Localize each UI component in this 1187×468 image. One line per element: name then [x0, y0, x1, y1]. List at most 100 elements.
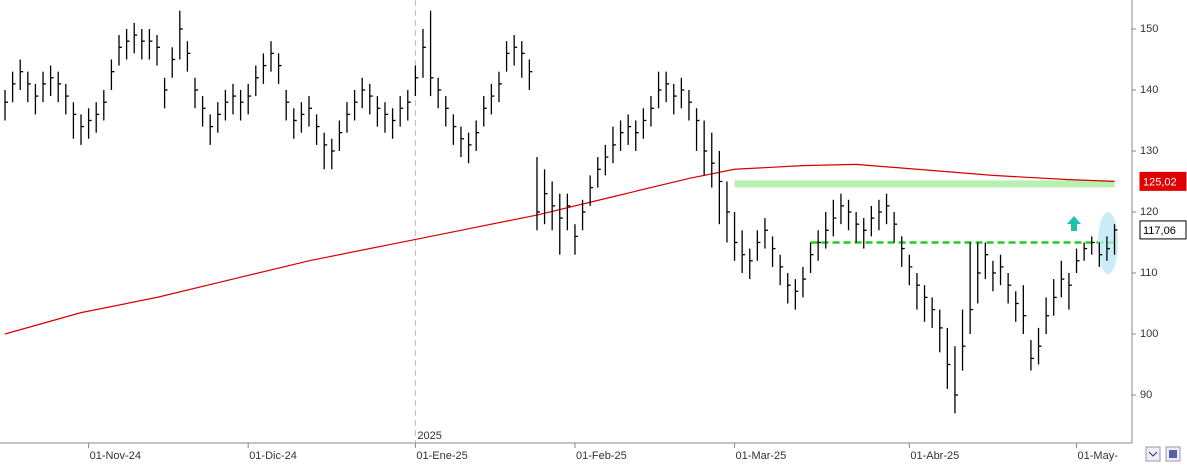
zoom-button[interactable]: [1145, 446, 1161, 462]
price-label-box: [1139, 171, 1187, 191]
ohlc-bar: [619, 120, 624, 151]
ohlc-bar: [179, 10, 183, 60]
ohlc-bar: [369, 83, 373, 115]
ohlc-bar: [939, 309, 943, 353]
ohlc-bar: [232, 83, 236, 115]
ohlc-bar: [315, 114, 320, 145]
ohlc-bar: [19, 59, 24, 90]
ohlc-bar: [756, 230, 761, 261]
ohlc-bar: [57, 71, 62, 103]
ohlc-bar: [118, 35, 123, 66]
ohlc-bar: [718, 150, 723, 225]
ohlc-bar: [1083, 242, 1088, 261]
ohlc-bar: [483, 96, 487, 127]
ohlc-bar: [650, 96, 654, 127]
x-tick-label: 01-Nov-24: [90, 450, 141, 462]
ohlc-bar: [34, 83, 39, 115]
ohlc-bar: [186, 41, 191, 72]
year-label: 2025: [417, 430, 441, 442]
ohlc-bar: [809, 242, 814, 273]
ohlc-bar: [391, 108, 396, 139]
ohlc-bar: [551, 181, 556, 231]
highlight-ellipse: [1098, 212, 1118, 274]
ohlc-bar: [217, 102, 221, 133]
ohlc-bar: [505, 41, 510, 72]
ohlc-bar: [999, 254, 1004, 286]
ohlc-bar: [1053, 279, 1057, 316]
ohlc-bar: [414, 65, 419, 97]
ohlc-bar: [353, 89, 358, 121]
ohlc-bar: [825, 211, 829, 249]
ohlc-bar: [574, 224, 578, 255]
ohlc-bar: [513, 35, 518, 66]
ohlc-bar: [285, 89, 290, 121]
y-tick-label: 130: [1140, 145, 1158, 157]
ohlc-bar: [657, 71, 662, 109]
ohlc-bar: [1015, 291, 1019, 322]
y-tick-label: 90: [1140, 389, 1152, 401]
ohlc-bar: [376, 96, 381, 127]
ohlc-bar: [80, 114, 85, 145]
ohlc-bar: [673, 83, 677, 115]
ohlc-bar: [521, 41, 525, 78]
ohlc-bar: [954, 346, 958, 414]
y-tick-label: 100: [1140, 328, 1158, 340]
ohlc-bar: [992, 260, 996, 292]
ohlc-bar: [156, 35, 161, 66]
ohlc-bar: [1060, 260, 1065, 298]
price-label-box: [1139, 220, 1187, 240]
ohlc-bar: [300, 102, 305, 133]
ohlc-bar: [946, 327, 951, 389]
ohlc-bar: [581, 199, 586, 231]
ohlc-bar: [42, 71, 47, 103]
y-tick-label: 110: [1140, 267, 1158, 279]
ohlc-bar: [604, 144, 609, 176]
ohlc-bar: [141, 28, 145, 60]
ohlc-bar: [110, 59, 115, 90]
ohlc-bar: [437, 77, 442, 109]
ohlc-bar: [627, 114, 632, 145]
ohlc-bar: [787, 272, 791, 304]
ohlc-bar: [589, 175, 594, 206]
ohlc-bar: [711, 132, 715, 188]
price-label: 117,06: [1143, 225, 1176, 237]
ohlc-bar: [870, 205, 875, 237]
ohlc-bar: [452, 114, 457, 145]
ohlc-bar: [832, 199, 837, 237]
ohlc-bar: [270, 41, 274, 72]
price-label: 125,02: [1143, 176, 1177, 188]
ohlc-bar: [255, 65, 259, 97]
ohlc-bar: [429, 10, 434, 97]
ohlc-bar: [125, 28, 130, 60]
ohlc-bar: [733, 211, 738, 261]
ohlc-bar: [878, 199, 882, 231]
y-tick-label: 150: [1140, 23, 1158, 35]
ohlc-bar: [72, 102, 77, 139]
ohlc-bar: [1106, 236, 1110, 261]
ohlc-bar: [741, 230, 746, 273]
ohlc-bar: [262, 53, 267, 84]
ohlc-bar: [977, 242, 981, 304]
ohlc-bar: [87, 108, 92, 139]
ohlc-bar: [817, 230, 822, 261]
ohlc-bar: [445, 96, 449, 127]
ohlc-bar: [642, 108, 647, 139]
ohlc-bar: [695, 108, 700, 151]
ohlc-bar: [361, 77, 366, 109]
ohlc-bar: [1037, 327, 1042, 365]
ohlc-bar: [133, 22, 138, 54]
ohlc-bar: [1113, 224, 1118, 255]
x-tick-label: 01-Mar-25: [736, 450, 787, 462]
ohlc-bar: [467, 132, 472, 164]
ohlc-bar: [635, 120, 639, 151]
ohlc-bar: [201, 96, 206, 127]
ohlc-bar: [1022, 285, 1027, 334]
ohlc-bar: [490, 83, 495, 115]
y-tick-label: 120: [1140, 206, 1158, 218]
ohlc-bar: [612, 126, 616, 164]
ohlc-bar: [908, 254, 913, 286]
x-tick-label: 01-Abr-25: [910, 450, 959, 462]
ohlc-bar: [536, 157, 540, 231]
ohlc-bar: [726, 181, 730, 243]
ohlc-bar: [11, 71, 16, 103]
